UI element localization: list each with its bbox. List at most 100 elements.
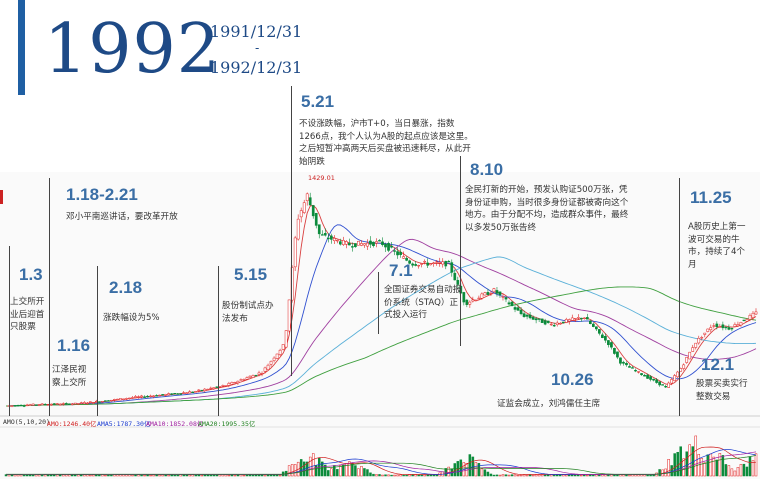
volume-bar [378, 474, 381, 477]
candle-body [341, 240, 345, 245]
volume-bar [543, 474, 547, 477]
volume-bar [167, 474, 170, 477]
volume-bar [158, 474, 161, 477]
candle-body [52, 403, 56, 405]
candle-body [91, 402, 95, 404]
candle-body [546, 320, 550, 323]
candle-body [185, 392, 189, 394]
candle-body [673, 375, 677, 382]
candle-body [119, 398, 122, 401]
volume-bar [176, 474, 179, 477]
volume-bar [447, 466, 451, 477]
candle-body [733, 324, 737, 327]
candle-body [149, 395, 152, 398]
amo-value: AMO:1246.40亿 [47, 420, 97, 428]
volume-bar [275, 474, 279, 477]
candle-body [269, 360, 273, 365]
candle-body [326, 237, 330, 240]
volume-bar [552, 474, 556, 477]
volume-bar [206, 474, 210, 477]
candle-body [375, 241, 378, 244]
candle-body [200, 389, 204, 392]
volume-bar [182, 474, 185, 477]
volume-bar [580, 474, 583, 477]
candle-body [369, 240, 372, 245]
volume-bar [495, 474, 499, 477]
volume-bar [739, 464, 743, 477]
candle-body [453, 272, 457, 281]
ma15-line [5, 224, 757, 407]
volume-bar [209, 474, 213, 477]
volume-bar [342, 464, 345, 477]
volume-bar [715, 459, 719, 477]
candles [7, 192, 758, 408]
candle-body [107, 400, 110, 402]
candle-body [125, 398, 128, 400]
volume-bar [745, 466, 749, 477]
candle-body [748, 314, 752, 320]
volume-bar [673, 453, 676, 477]
candle-body [736, 324, 740, 327]
callout-line-1-3 [9, 246, 10, 416]
volume-bar [736, 467, 740, 477]
candle-body [134, 396, 137, 398]
candle-body [441, 261, 445, 265]
candle-body [179, 393, 183, 395]
candle-body [10, 405, 14, 407]
candle-body [510, 301, 514, 307]
candle-body [278, 349, 282, 355]
candle-body [152, 395, 155, 397]
volume-bar [516, 474, 520, 477]
candle-body [272, 357, 276, 361]
volume-bar [330, 468, 333, 477]
volume-bar [25, 474, 29, 477]
volume-bar [327, 470, 330, 477]
volume-bar [531, 474, 535, 477]
candle-body [579, 317, 583, 320]
candle-body [676, 371, 680, 378]
volume-bar [311, 453, 315, 477]
volume-bar [194, 474, 198, 477]
annotation-10-26-date: 10.26 [551, 370, 594, 389]
annotation-7-1-text: 全国证券交易自动报价系统（STAQ）正式投入运行 [384, 285, 462, 320]
candle-body [254, 374, 258, 377]
candle-body [79, 402, 83, 404]
volume-bar [92, 474, 95, 477]
candle-body [658, 381, 661, 386]
annotation-5-21-date: 5.21 [301, 92, 335, 111]
candle-body [335, 239, 339, 242]
volume-bar [140, 474, 143, 477]
volume-bar [134, 474, 137, 477]
candle-body [239, 379, 243, 381]
candle-body [504, 297, 508, 300]
candle-body [284, 330, 288, 348]
candle-body [384, 244, 387, 248]
volume-bar [351, 463, 354, 477]
callout-line-7-1 [378, 272, 379, 334]
callout-line-2-18 [97, 266, 98, 416]
candle-body [167, 393, 171, 396]
volume-bar [321, 461, 324, 477]
candle-body [492, 288, 496, 293]
candle-body [399, 251, 402, 255]
volume-bar [339, 465, 342, 477]
volume-bar [679, 446, 682, 477]
volume-bar [564, 474, 568, 477]
annotation-1-3-date: 1.3 [19, 265, 43, 284]
candle-body [305, 193, 309, 201]
candle-body [49, 404, 53, 406]
candle-body [302, 202, 306, 213]
candle-body [558, 323, 562, 325]
volume-bar [363, 468, 366, 477]
volume-bar [453, 463, 457, 477]
candle-body [43, 404, 47, 406]
candle-body [685, 357, 689, 363]
candle-body [718, 326, 722, 328]
candle-body [709, 327, 713, 331]
candle-body [604, 336, 607, 341]
candle-body [721, 324, 725, 329]
volume-bar [492, 474, 496, 477]
candle-body [634, 370, 637, 372]
candle-body [610, 342, 613, 348]
